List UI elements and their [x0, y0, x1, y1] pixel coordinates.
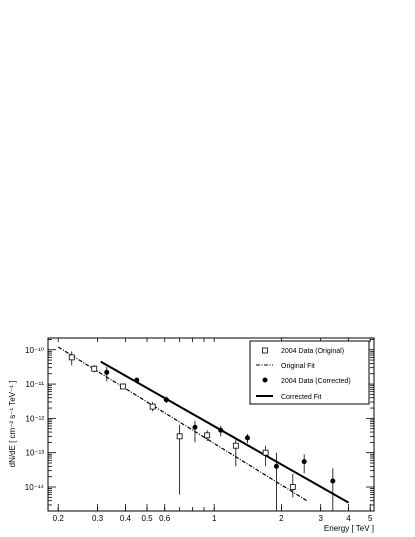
y-tick-label: 10⁻¹¹	[26, 380, 45, 389]
legend-open-square-icon	[262, 347, 268, 354]
x-tick-label: 2	[279, 514, 284, 523]
corrected-data-point	[218, 427, 224, 433]
original-data-point	[232, 442, 239, 449]
legend-label-corrected-fit: Corrected Fit	[281, 394, 322, 401]
original-data-point	[204, 432, 211, 439]
legend-label-original-fit: Original Fit	[281, 363, 315, 370]
original-data-point	[149, 403, 156, 410]
corrected-data-point	[273, 463, 279, 469]
axis-ticks	[48, 338, 374, 512]
corrected-data-point	[245, 435, 251, 441]
original-data-point	[289, 484, 296, 490]
legend-box	[249, 340, 370, 405]
original-data-point	[176, 433, 183, 440]
corrected-data-point	[301, 459, 307, 465]
corrected-data-point	[163, 397, 169, 403]
axis-tick-labels: 0.2 0.3 0.4 0.5 0.6 1 2 3 4 5 10⁻¹⁰ 10⁻¹¹ 10⁻¹² 10⁻¹³…	[25, 346, 373, 523]
original-data-point	[120, 383, 126, 390]
data-points	[68, 351, 336, 511]
y-tick-label: 10⁻¹²	[26, 414, 45, 423]
legend: 2004 Data (Original) Original Fit 2004 D…	[249, 340, 370, 405]
x-tick-label: 0.4	[120, 514, 132, 523]
y-tick-label: 10⁻¹⁴	[25, 483, 45, 492]
corrected-data-point	[192, 424, 198, 430]
corrected-data-point	[134, 377, 140, 383]
legend-filled-circle-icon	[262, 377, 268, 383]
fit-lines	[57, 346, 350, 504]
x-tick-label: 1	[212, 514, 217, 523]
x-tick-label: 5	[368, 514, 373, 523]
original-data-point	[262, 449, 269, 456]
x-tick-label: 0.5	[141, 514, 153, 523]
x-tick-label: 0.2	[53, 514, 65, 523]
original-data-point	[91, 365, 98, 372]
x-tick-label: 3	[318, 514, 323, 523]
plot-frame	[47, 337, 375, 512]
original-data-point	[68, 354, 75, 361]
y-axis-title: dN/dE [ cm⁻² s⁻¹ TeV⁻¹ ]	[8, 381, 17, 468]
legend-label-corrected-data: 2004 Data (Corrected)	[281, 378, 351, 385]
y-tick-label: 10⁻¹⁰	[25, 346, 44, 355]
x-tick-label: 0.6	[159, 514, 171, 523]
corrected-data-point	[104, 369, 110, 375]
original-fit-line	[57, 346, 308, 502]
x-tick-label: 4	[346, 514, 351, 523]
x-axis-title: Energy [ TeV ]	[324, 524, 374, 533]
legend-label-original-data: 2004 Data (Original)	[281, 348, 344, 355]
corrected-fit-line	[100, 360, 350, 504]
corrected-data-point	[330, 478, 336, 484]
y-tick-label: 10⁻¹³	[26, 449, 45, 458]
x-tick-label: 0.3	[92, 514, 104, 523]
